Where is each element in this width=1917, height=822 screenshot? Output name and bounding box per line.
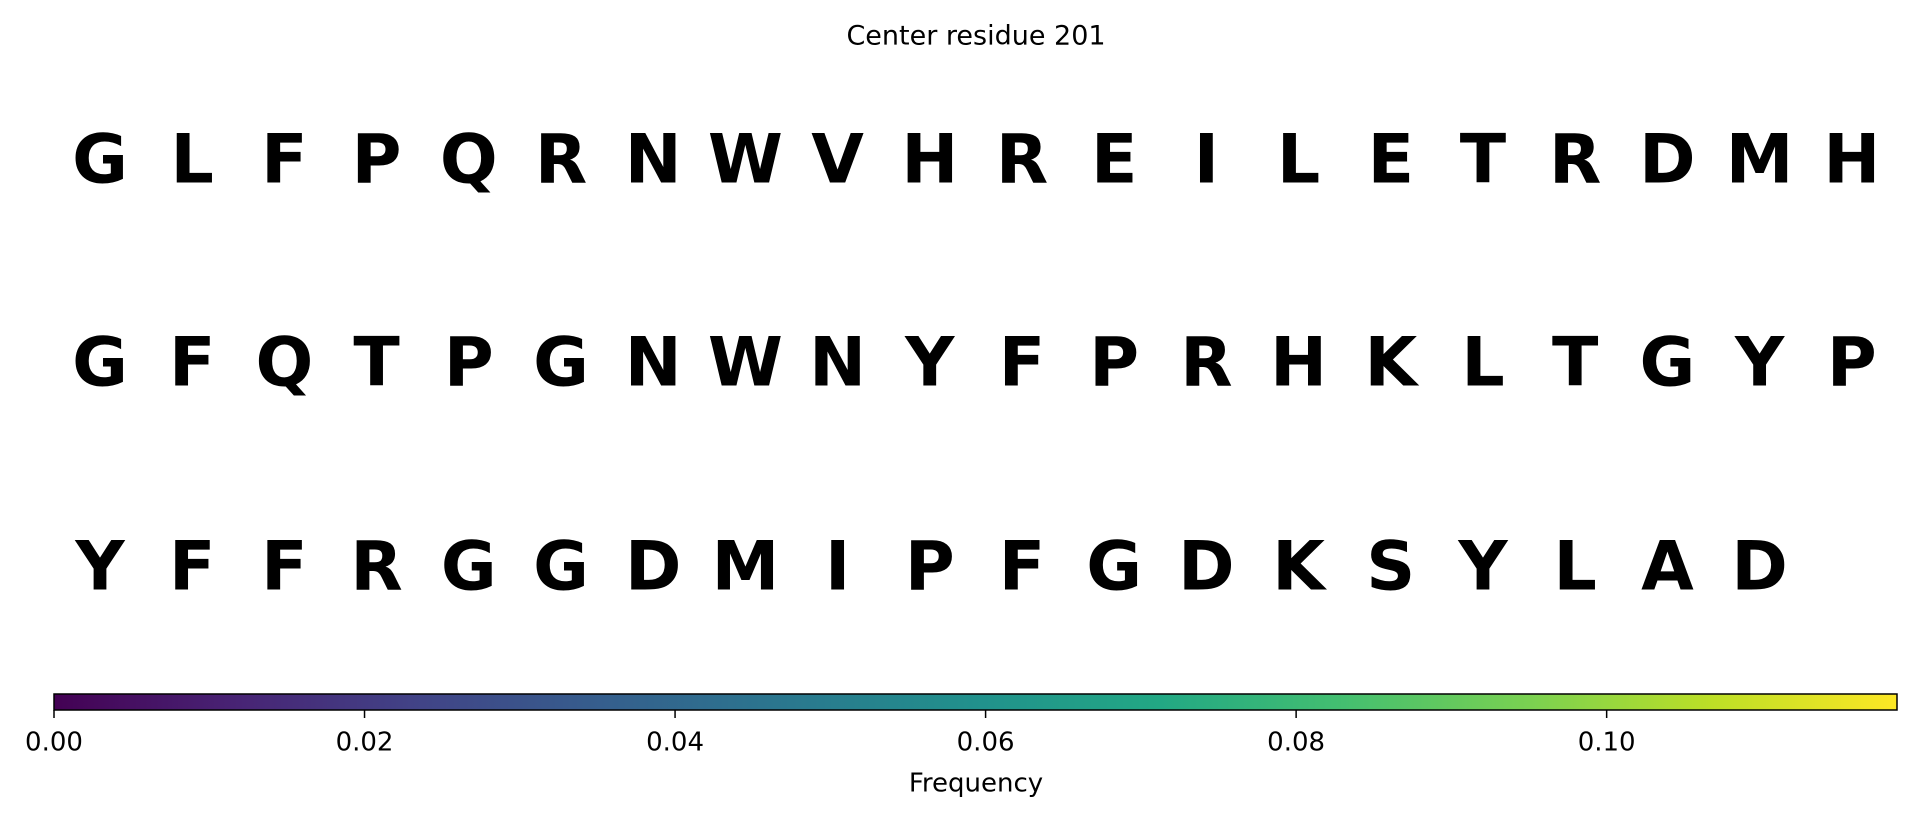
residue-letter: Q xyxy=(255,324,313,403)
residue-letter: R xyxy=(1549,121,1601,200)
residue-letter: H xyxy=(1823,121,1880,200)
tick-label: 0.06 xyxy=(957,728,1015,758)
residue-letter: D xyxy=(1731,528,1787,607)
residue-letter: P xyxy=(905,528,955,607)
residue-letter: F xyxy=(169,528,215,607)
residue-letter: P xyxy=(444,324,494,403)
residue-letter: D xyxy=(1178,528,1234,607)
residue-letter: G xyxy=(1639,324,1695,403)
residue-letter: I xyxy=(825,528,850,607)
residue-letter: G xyxy=(533,324,589,403)
residue-letter: F xyxy=(999,528,1045,607)
tick-label: 0.10 xyxy=(1578,728,1636,758)
residue-letter: L xyxy=(1554,528,1597,607)
residue-letter: E xyxy=(1368,121,1414,200)
tick-label: 0.08 xyxy=(1267,728,1325,758)
residue-letter: H xyxy=(1270,324,1327,403)
residue-letter: T xyxy=(1552,324,1599,403)
residue-letter: K xyxy=(1364,324,1419,403)
residue-letter: N xyxy=(625,121,682,200)
residue-letter: Y xyxy=(1734,324,1785,403)
residue-letter: D xyxy=(625,528,681,607)
residue-letter: L xyxy=(1277,121,1320,200)
residue-letter: G xyxy=(1086,528,1142,607)
residue-letter: H xyxy=(901,121,958,200)
residue-letter: K xyxy=(1272,528,1327,607)
residue-letter: P xyxy=(1089,324,1139,403)
residue-letter: M xyxy=(712,528,780,607)
residue-letter: F xyxy=(261,528,307,607)
colorbar xyxy=(53,693,1898,711)
residue-letter: D xyxy=(1639,121,1695,200)
residue-letter: P xyxy=(1827,324,1877,403)
tick-label: 0.02 xyxy=(336,728,394,758)
chart-title: Center residue 201 xyxy=(846,21,1105,52)
residue-letter: T xyxy=(353,324,400,403)
residue-letter: Q xyxy=(440,121,498,200)
residue-letter: W xyxy=(708,121,783,200)
residue-letter: M xyxy=(1726,121,1794,200)
residue-letter: F xyxy=(261,121,307,200)
residue-letter: R xyxy=(350,528,402,607)
tick-label: 0.04 xyxy=(646,728,704,758)
residue-letter: F xyxy=(999,324,1045,403)
residue-letter: Y xyxy=(904,324,955,403)
residue-letter: G xyxy=(72,121,128,200)
residue-letter: R xyxy=(1180,324,1232,403)
residue-letter: Y xyxy=(74,528,125,607)
residue-letter: Y xyxy=(1457,528,1508,607)
residue-letter: N xyxy=(625,324,682,403)
colorbar-label: Frequency xyxy=(909,769,1043,799)
residue-letter: P xyxy=(352,121,402,200)
residue-letter: T xyxy=(1460,121,1507,200)
residue-letter: L xyxy=(171,121,214,200)
residue-letter: R xyxy=(996,121,1048,200)
residue-letter: G xyxy=(72,324,128,403)
residue-letter: A xyxy=(1641,528,1694,607)
residue-letter: G xyxy=(533,528,589,607)
tick-label: 0.00 xyxy=(25,728,83,758)
residue-letter: W xyxy=(708,324,783,403)
residue-letter: R xyxy=(535,121,587,200)
residue-letter: E xyxy=(1091,121,1137,200)
residue-letter: I xyxy=(1194,121,1219,200)
residue-letter: G xyxy=(441,528,497,607)
residue-letter: S xyxy=(1366,528,1415,607)
residue-letter: V xyxy=(811,121,864,200)
residue-letter: L xyxy=(1461,324,1504,403)
residue-letter: N xyxy=(809,324,866,403)
residue-letter: F xyxy=(169,324,215,403)
